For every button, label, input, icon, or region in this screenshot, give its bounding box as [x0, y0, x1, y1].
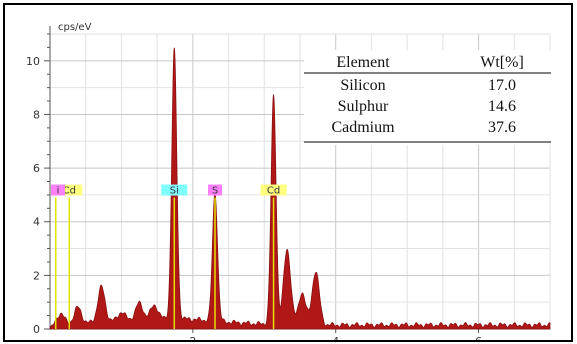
x-tick-labels: 2 4 6	[189, 329, 482, 340]
table-cell-element: Silicon	[340, 77, 385, 94]
element-badge-label: Cd	[267, 186, 280, 197]
table-header-wt: Wt[%]	[480, 54, 524, 71]
element-badge	[208, 184, 222, 196]
y-axis-unit-label: cps/eV	[58, 22, 92, 33]
element-badge	[260, 184, 287, 196]
table-header-element: Element	[336, 54, 390, 71]
table-cell-element: Sulphur	[338, 98, 389, 115]
table-cell-wt: 37.6	[488, 119, 516, 136]
element-badge	[51, 184, 65, 196]
y-tick-label: 10	[26, 55, 40, 68]
element-badge-label: Cd	[63, 186, 76, 197]
x-tick-label: 6	[475, 335, 482, 340]
element-badge-label: i	[57, 186, 60, 197]
element-badge	[56, 184, 83, 196]
y-tick-label: 6	[33, 162, 40, 175]
table-cell-wt: 17.0	[488, 77, 516, 94]
table-cell-element: Cadmium	[331, 119, 395, 136]
table-background	[304, 50, 551, 145]
y-tick-label: 4	[33, 216, 40, 229]
composition-table: Element Wt[%] Silicon 17.0 Sulphur 14.6 …	[304, 50, 551, 145]
element-badge-label: S	[212, 186, 218, 197]
x-tick-label: 4	[332, 335, 339, 340]
y-tick-label: 8	[33, 108, 40, 121]
y-tick-label: 2	[33, 269, 40, 282]
y-tick-label: 0	[33, 323, 40, 336]
y-tick-labels: 0 2 4 6 8 10	[26, 55, 40, 336]
x-tick-label: 2	[189, 335, 196, 340]
element-badge-label: Si	[170, 186, 179, 197]
element-marker-lines	[54, 197, 275, 329]
table-cell-wt: 14.6	[488, 98, 516, 115]
element-marker-badges: Cdi Si S Cd	[51, 184, 287, 197]
element-badge	[161, 184, 188, 196]
